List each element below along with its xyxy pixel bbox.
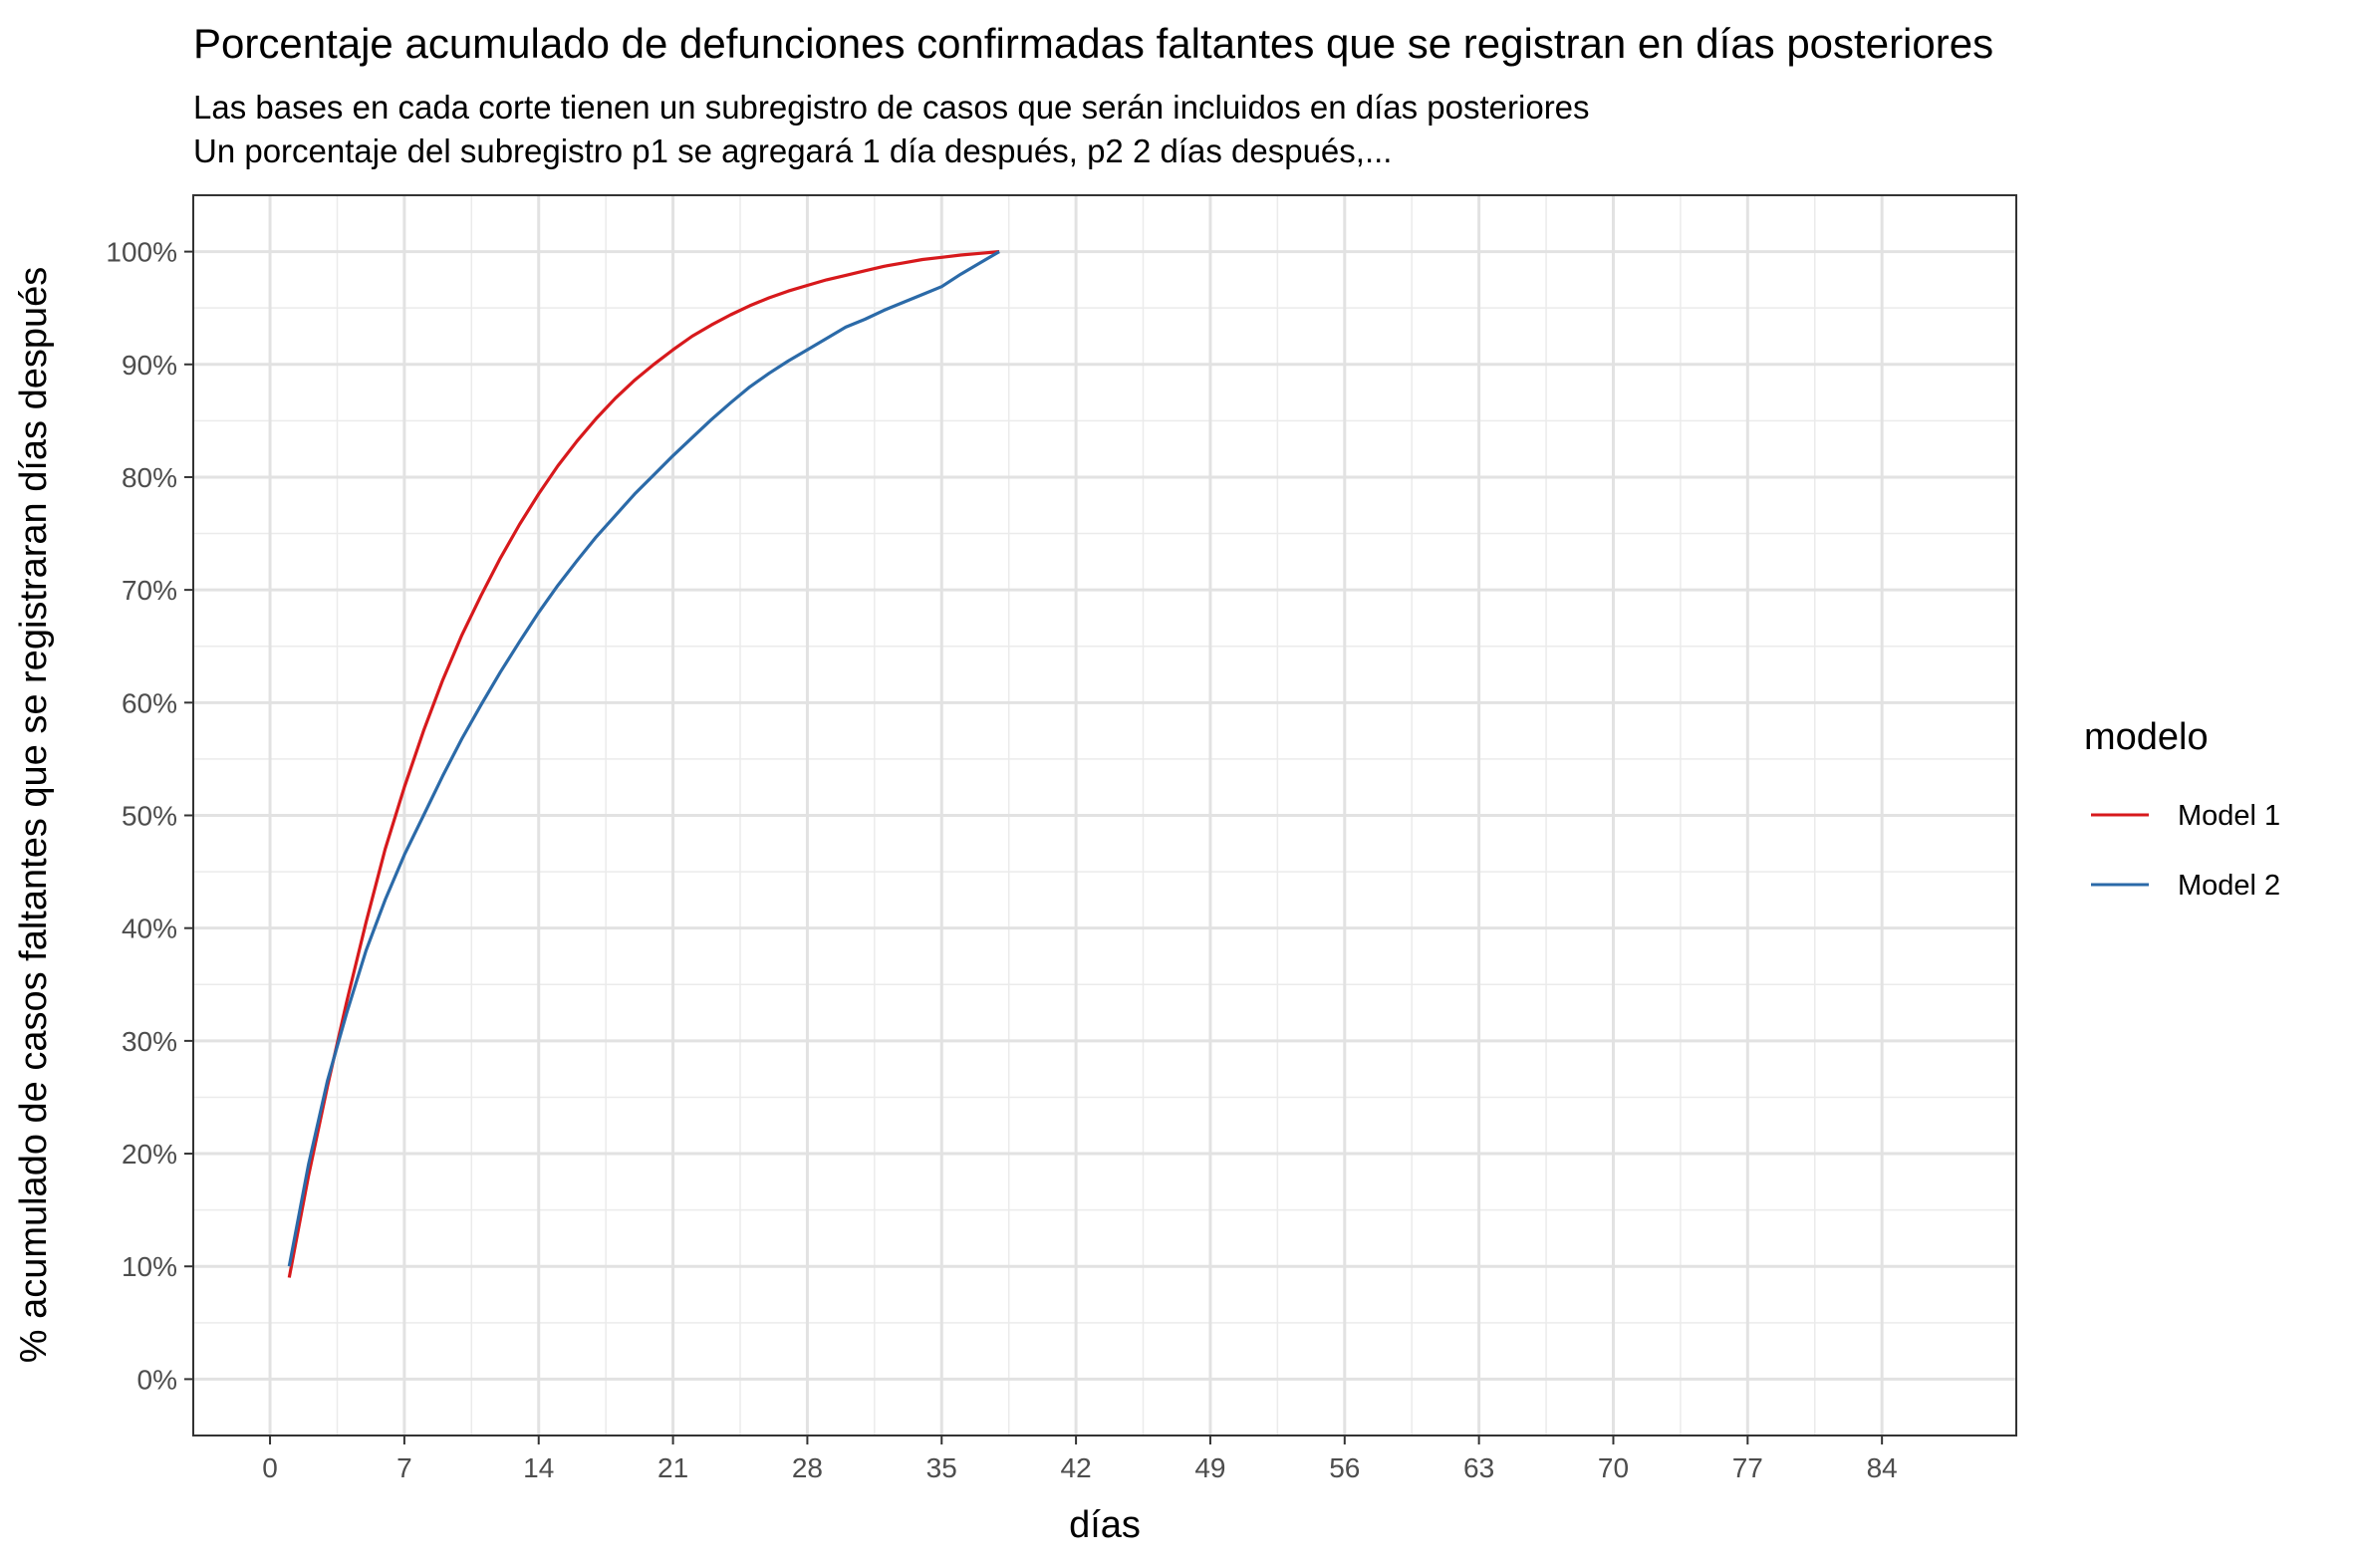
y-tick-label: 40%: [122, 914, 177, 944]
series-lines: [287, 250, 1000, 1278]
legend-title: modelo: [2084, 716, 2209, 758]
x-axis-title: días: [1069, 1504, 1141, 1546]
chart-title: Porcentaje acumulado de defunciones conf…: [193, 20, 1993, 67]
x-tick-label: 49: [1194, 1452, 1225, 1483]
y-tick-label: 50%: [122, 801, 177, 832]
x-tick-label: 7: [396, 1452, 412, 1483]
x-tick-label: 28: [792, 1452, 823, 1483]
y-tick-label: 30%: [122, 1026, 177, 1057]
y-tick-label: 80%: [122, 462, 177, 493]
y-tick-label: 10%: [122, 1251, 177, 1282]
legend-label-model-1: Model 1: [2178, 800, 2280, 832]
x-tick-label: 84: [1867, 1452, 1898, 1483]
x-tick-label: 42: [1061, 1452, 1092, 1483]
legend: modelo Model 1 Model 2: [2084, 716, 2280, 902]
x-tick-label: 21: [657, 1452, 688, 1483]
x-axis: 0 7 14 21 28 35 42 49 56 63 70 77 84: [262, 1436, 1898, 1483]
series-line-model-2: [287, 250, 1000, 1267]
series-line-model-1: [287, 250, 1000, 1278]
y-axis: 0% 10% 20% 30% 40% 50% 60% 70% 80% 90% 100%: [106, 237, 193, 1395]
x-tick-label: 56: [1329, 1452, 1360, 1483]
chart-subtitle-line-2: Un porcentaje del subregistro p1 se agre…: [193, 132, 1392, 169]
x-tick-label: 77: [1732, 1452, 1763, 1483]
legend-label-model-2: Model 2: [2178, 870, 2280, 902]
chart-subtitle-line-1: Las bases en cada corte tienen un subreg…: [193, 89, 1590, 126]
grid-major: [193, 195, 2016, 1436]
y-tick-label: 90%: [122, 350, 177, 381]
y-tick-label: 60%: [122, 687, 177, 718]
x-tick-label: 14: [523, 1452, 554, 1483]
y-tick-label: 0%: [137, 1364, 177, 1395]
x-tick-label: 35: [926, 1452, 957, 1483]
x-tick-label: 63: [1463, 1452, 1494, 1483]
x-tick-label: 70: [1598, 1452, 1629, 1483]
y-tick-label: 20%: [122, 1139, 177, 1170]
y-axis-title: % acumulado de casos faltantes que se re…: [13, 267, 55, 1364]
x-tick-label: 0: [262, 1452, 278, 1483]
y-tick-label: 70%: [122, 575, 177, 606]
y-tick-label: 100%: [106, 237, 177, 268]
